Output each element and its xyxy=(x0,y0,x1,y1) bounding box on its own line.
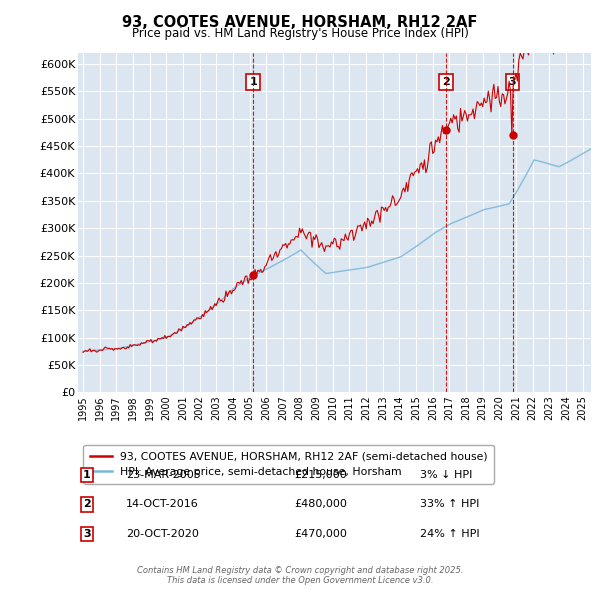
Legend: 93, COOTES AVENUE, HORSHAM, RH12 2AF (semi-detached house), HPI: Average price, : 93, COOTES AVENUE, HORSHAM, RH12 2AF (se… xyxy=(83,445,494,484)
Text: 3% ↓ HPI: 3% ↓ HPI xyxy=(420,470,472,480)
Text: £480,000: £480,000 xyxy=(294,500,347,509)
Text: 3: 3 xyxy=(83,529,91,539)
Text: Contains HM Land Registry data © Crown copyright and database right 2025.
This d: Contains HM Land Registry data © Crown c… xyxy=(137,566,463,585)
Text: £470,000: £470,000 xyxy=(294,529,347,539)
Text: 1: 1 xyxy=(83,470,91,480)
Text: Price paid vs. HM Land Registry's House Price Index (HPI): Price paid vs. HM Land Registry's House … xyxy=(131,27,469,40)
Text: £215,000: £215,000 xyxy=(294,470,347,480)
Text: 23-MAR-2005: 23-MAR-2005 xyxy=(126,470,201,480)
Text: 20-OCT-2020: 20-OCT-2020 xyxy=(126,529,199,539)
Text: 3: 3 xyxy=(509,77,517,87)
Text: 24% ↑ HPI: 24% ↑ HPI xyxy=(420,529,479,539)
Text: 93, COOTES AVENUE, HORSHAM, RH12 2AF: 93, COOTES AVENUE, HORSHAM, RH12 2AF xyxy=(122,15,478,30)
Text: 14-OCT-2016: 14-OCT-2016 xyxy=(126,500,199,509)
Text: 2: 2 xyxy=(442,77,450,87)
Text: 33% ↑ HPI: 33% ↑ HPI xyxy=(420,500,479,509)
Text: 2: 2 xyxy=(83,500,91,509)
Text: 1: 1 xyxy=(250,77,257,87)
